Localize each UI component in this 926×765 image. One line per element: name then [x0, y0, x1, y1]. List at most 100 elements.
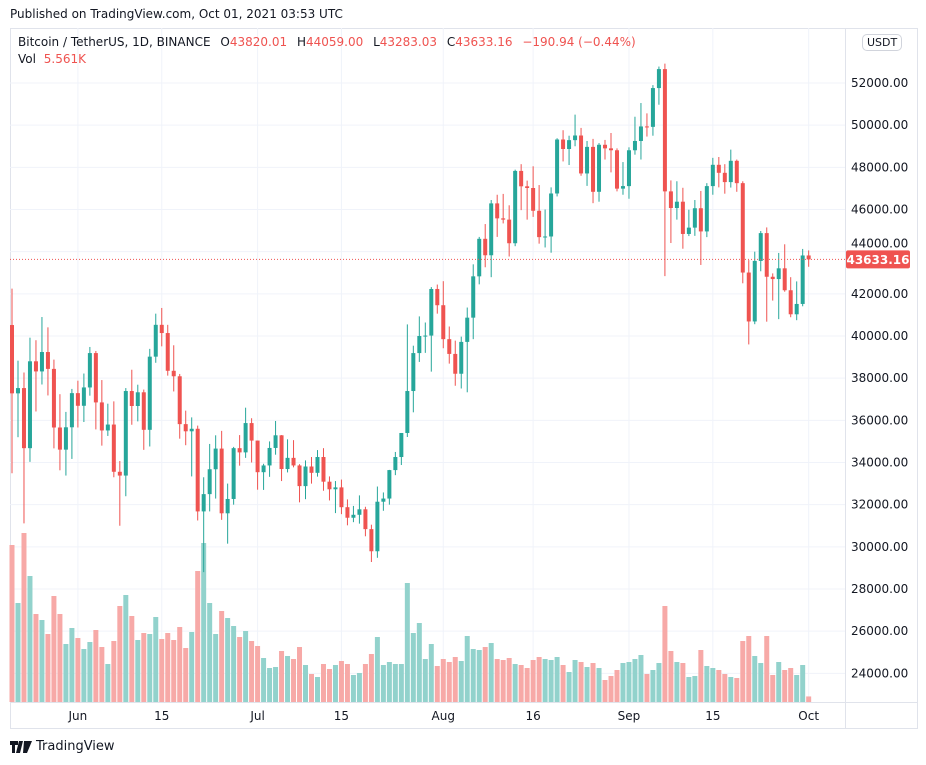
close-value: 43633.16 — [455, 35, 513, 49]
price-axis[interactable]: 24000.00 26000.00 28000.00 30000.00 32000.00… — [851, 76, 908, 680]
candle-body — [111, 424, 116, 472]
currency-badge[interactable]: USDT — [862, 34, 903, 51]
time-axis[interactable]: Jun 15 Jul 15 Aug 16 Sep 15 Oct — [68, 709, 820, 723]
volume-bar — [416, 623, 422, 702]
candle-body — [153, 324, 158, 357]
candle-body — [638, 126, 643, 141]
tradingview-logo[interactable]: TradingView — [10, 739, 115, 754]
candle-body — [381, 498, 386, 502]
candle-body — [698, 208, 703, 232]
volume-bar — [195, 571, 201, 702]
candle-body — [255, 440, 260, 473]
volume-bar — [177, 627, 183, 702]
volume-bar — [614, 670, 620, 702]
volume-bar — [362, 664, 368, 702]
candle-body — [555, 139, 560, 194]
candle-body — [39, 352, 44, 372]
candle-body — [351, 514, 356, 518]
candle-body — [411, 353, 416, 392]
candle-body — [597, 144, 602, 192]
volume-bar — [428, 644, 434, 702]
candle-body — [609, 148, 613, 151]
volume-bar — [806, 696, 812, 702]
volume-bar — [123, 595, 129, 702]
volume-bar — [207, 603, 213, 702]
candle-body — [668, 191, 673, 209]
volume-bar — [716, 670, 722, 702]
low-label: L — [373, 35, 380, 49]
volume-bar — [219, 611, 225, 702]
volume-bar — [632, 659, 638, 702]
volume-bar — [572, 660, 578, 702]
candle-body — [279, 435, 284, 470]
volume-bar — [9, 545, 15, 702]
volume-bar — [758, 663, 764, 702]
volume-bar — [380, 665, 386, 702]
candle-body — [752, 260, 757, 322]
candle-body — [63, 427, 68, 450]
close-label: C — [446, 35, 456, 49]
candle-body — [219, 448, 224, 514]
candle-body — [357, 509, 362, 515]
volume-bar — [410, 633, 416, 702]
volume-bar — [788, 668, 794, 702]
candle-body — [573, 135, 578, 141]
candle-body — [195, 428, 200, 512]
candle-body — [710, 164, 715, 187]
candle-body — [692, 208, 697, 228]
volume-bar — [225, 618, 231, 702]
volume-bar — [201, 543, 207, 702]
candle-body — [644, 126, 649, 128]
volume-bar — [368, 654, 374, 702]
candle-body — [650, 88, 655, 127]
volume-bar — [698, 650, 704, 702]
candle-body — [806, 255, 811, 260]
candle-body — [129, 391, 134, 406]
volume-bar — [680, 663, 686, 702]
volume-bar — [512, 664, 518, 702]
volume-bar — [704, 666, 710, 702]
candle-body — [447, 339, 452, 354]
candle-body — [441, 305, 446, 340]
candle-body — [603, 144, 608, 149]
candle-body — [794, 303, 799, 315]
candle-body — [159, 324, 164, 334]
candle-body — [177, 376, 182, 425]
candle-body — [273, 435, 278, 448]
volume-bar — [338, 661, 344, 702]
volume-bar — [542, 659, 548, 702]
volume-bar — [734, 678, 740, 702]
symbol-title[interactable]: Bitcoin / TetherUS, 1D, BINANCE — [18, 35, 211, 49]
candle-body — [501, 218, 506, 220]
volume-bar — [488, 643, 494, 702]
volume-bar — [386, 662, 392, 702]
candle-body — [567, 140, 572, 149]
volume-bar — [39, 620, 45, 702]
candle-body — [375, 501, 380, 552]
candle-body — [141, 392, 146, 430]
high-value: 44059.00 — [305, 35, 364, 49]
volume-bar — [326, 669, 332, 702]
volume-bar — [740, 641, 746, 702]
price-tick-label: 48000.00 — [851, 160, 908, 174]
volume-bar — [482, 647, 488, 702]
volume-bar — [141, 633, 147, 702]
volume-bar — [608, 676, 614, 702]
candle-body — [225, 498, 230, 514]
candle-body — [579, 135, 584, 174]
candle-body — [207, 469, 212, 495]
volume-bar — [620, 663, 626, 702]
volume-bar — [662, 606, 668, 702]
volume-bar — [602, 680, 608, 702]
volume-bar — [722, 674, 728, 702]
volume-bar — [638, 655, 644, 702]
volume-bar — [147, 634, 153, 702]
time-tick-label: Jul — [249, 709, 264, 723]
candle-body — [171, 370, 176, 377]
volume-bar — [129, 616, 135, 702]
volume-label: Vol — [18, 52, 36, 66]
candle-body — [147, 356, 152, 430]
volume-bars — [9, 533, 812, 702]
candle-body — [87, 353, 92, 388]
